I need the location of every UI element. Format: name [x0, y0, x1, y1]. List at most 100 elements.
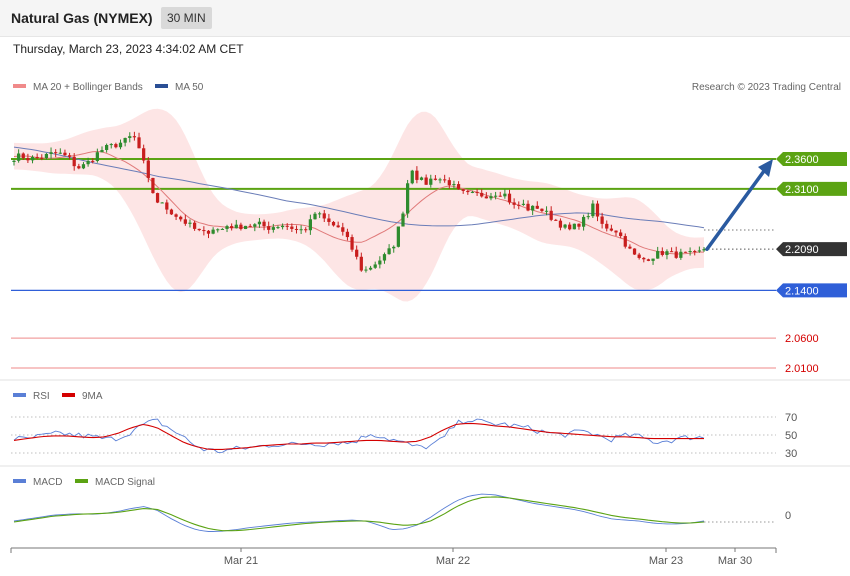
candle-body — [216, 229, 220, 231]
candle-body — [95, 152, 99, 161]
candle — [456, 181, 461, 190]
candle-body — [697, 250, 701, 252]
candle-body — [197, 228, 201, 231]
timeframe-badge[interactable]: 30 MIN — [161, 7, 212, 29]
candle-body — [299, 229, 303, 231]
candle — [447, 177, 451, 189]
candle — [345, 228, 350, 241]
candle-body — [493, 195, 498, 197]
candle — [586, 212, 590, 220]
candle-body — [419, 177, 424, 180]
candle-body — [591, 203, 595, 217]
candle — [656, 246, 660, 259]
ma20-legend-label: MA 20 + Bollinger Bands — [33, 82, 143, 93]
resistance-1-tag-shape — [776, 181, 847, 196]
candle-body — [151, 177, 155, 194]
candle-body — [104, 144, 109, 150]
current-price-tag-shape — [776, 242, 847, 257]
macd-signal-legend-swatch — [75, 479, 88, 483]
candle-body — [359, 256, 363, 271]
candle — [392, 245, 396, 253]
candle — [336, 221, 340, 228]
ma50-legend-label: MA 50 — [175, 82, 204, 93]
candle-body — [318, 213, 322, 215]
candle-body — [572, 223, 576, 230]
candle — [132, 131, 137, 141]
candle — [49, 147, 53, 159]
candle — [484, 192, 488, 199]
candle — [188, 219, 192, 228]
candle-body — [651, 258, 655, 261]
candle-body — [44, 153, 49, 159]
macd-signal-legend-label: MACD Signal — [95, 477, 155, 488]
candle — [183, 214, 187, 226]
candle — [234, 219, 238, 229]
candle-body — [202, 230, 206, 232]
candle-body — [605, 223, 609, 229]
candle — [531, 205, 535, 216]
candle — [91, 158, 95, 164]
candle-body — [290, 226, 294, 229]
candle-body — [123, 137, 127, 143]
candle — [318, 211, 322, 218]
candle — [21, 152, 25, 160]
candle-body — [364, 269, 368, 271]
candle — [160, 202, 164, 204]
candle-body — [21, 153, 25, 159]
candle — [563, 223, 567, 230]
candle — [489, 192, 493, 201]
candle — [401, 211, 405, 227]
candle-body — [304, 229, 308, 231]
candle-body — [568, 224, 572, 230]
candle — [679, 248, 683, 260]
candle — [493, 191, 498, 200]
candle-body — [118, 142, 123, 148]
candle-body — [30, 156, 35, 161]
candle — [605, 220, 609, 232]
candle — [225, 224, 229, 233]
candle — [498, 191, 502, 197]
candle-body — [507, 193, 512, 203]
candle — [688, 247, 692, 256]
candle — [165, 199, 169, 215]
candle — [595, 200, 600, 222]
candle — [58, 148, 62, 154]
candle-body — [91, 160, 95, 162]
current-price-tag: 2.2090 — [776, 242, 847, 257]
candle — [313, 212, 317, 220]
candle — [100, 146, 104, 153]
candle-body — [341, 227, 345, 232]
candle-body — [179, 216, 183, 220]
candle-body — [586, 216, 590, 218]
candle — [327, 213, 331, 226]
candle-body — [271, 227, 275, 230]
candle-body — [619, 232, 623, 237]
candle — [683, 251, 688, 253]
candle-body — [544, 210, 549, 212]
candle — [396, 226, 400, 248]
candle — [341, 222, 345, 236]
rsi-tick-label: 30 — [785, 448, 797, 460]
candle — [179, 215, 183, 222]
candle — [146, 157, 150, 183]
rsi-ma-legend-swatch — [62, 393, 75, 397]
candle-body — [183, 219, 187, 224]
candle-body — [531, 205, 535, 211]
candle-body — [415, 170, 419, 180]
candle-body — [480, 192, 484, 197]
candle — [294, 225, 299, 234]
candle-body — [58, 152, 62, 154]
candle — [461, 189, 465, 194]
candle-body — [350, 237, 354, 250]
candle-body — [243, 225, 248, 230]
price-levels — [11, 158, 776, 369]
instrument-title: Natural Gas (NYMEX) — [11, 10, 153, 26]
candle — [632, 248, 637, 255]
rsi-ma-legend-label: 9MA — [82, 391, 103, 402]
candle-body — [683, 251, 688, 253]
candle — [72, 153, 76, 171]
candle — [373, 261, 377, 269]
candle — [568, 222, 572, 231]
candle-body — [77, 166, 81, 169]
